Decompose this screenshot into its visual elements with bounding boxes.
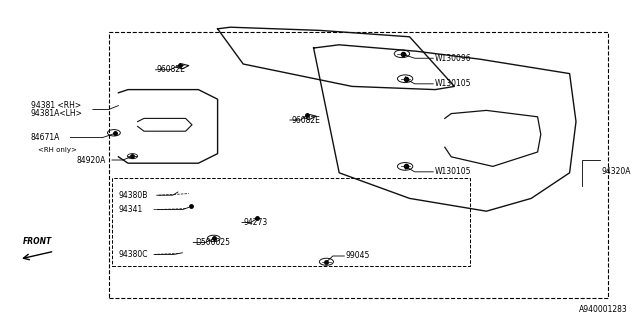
Text: 84671A: 84671A xyxy=(31,133,60,142)
Text: 96082E: 96082E xyxy=(157,65,186,74)
Text: W130096: W130096 xyxy=(435,54,472,63)
Bar xyxy=(112,178,470,266)
Bar xyxy=(109,32,608,298)
Text: D500025: D500025 xyxy=(195,238,230,247)
Text: 94380B: 94380B xyxy=(118,191,148,200)
Text: W130105: W130105 xyxy=(435,79,472,88)
Text: FRONT: FRONT xyxy=(22,237,52,246)
Text: 94381A<LH>: 94381A<LH> xyxy=(31,109,83,118)
Text: <RH only>: <RH only> xyxy=(38,148,77,153)
Text: 96082E: 96082E xyxy=(291,116,320,124)
Text: 94381 <RH>: 94381 <RH> xyxy=(31,101,81,110)
Text: 99045: 99045 xyxy=(346,252,370,260)
Text: W130105: W130105 xyxy=(435,167,472,176)
Text: 84920A: 84920A xyxy=(77,156,106,164)
Text: 94320A: 94320A xyxy=(602,167,631,176)
Text: 94273: 94273 xyxy=(243,218,268,227)
Text: 94380C: 94380C xyxy=(118,250,148,259)
Text: 94341: 94341 xyxy=(118,205,143,214)
Text: A940001283: A940001283 xyxy=(579,305,627,314)
